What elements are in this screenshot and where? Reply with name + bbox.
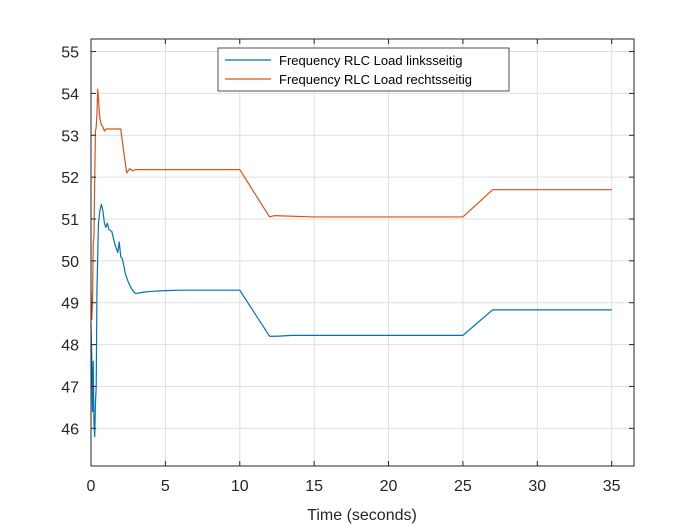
plot-frame xyxy=(90,38,635,467)
x-tick-label: 25 xyxy=(454,478,472,495)
series-line-rechtsseitig xyxy=(90,88,612,321)
legend-label-linksseitig: Frequency RLC Load linksseitig xyxy=(279,53,463,68)
x-tick-label: 35 xyxy=(603,478,621,495)
legend: Frequency RLC Load linksseitig Frequency… xyxy=(217,47,510,92)
y-tick-label: 49 xyxy=(61,296,79,313)
y-tick-label: 52 xyxy=(61,170,79,187)
x-tick-label: 10 xyxy=(231,478,249,495)
y-tick-label: 53 xyxy=(61,128,79,145)
series-line-linksseitig xyxy=(90,203,612,438)
plot-area xyxy=(91,39,634,466)
series-lines xyxy=(90,88,612,438)
x-tick-label: 5 xyxy=(161,478,170,495)
y-tick-label: 46 xyxy=(61,421,79,438)
y-tick-label: 54 xyxy=(61,86,79,103)
x-tick-label: 0 xyxy=(87,478,96,495)
y-tick-label: 55 xyxy=(61,45,79,62)
x-tick-label: 20 xyxy=(380,478,398,495)
legend-label-rechtsseitig: Frequency RLC Load rechtsseitig xyxy=(279,72,472,87)
y-tick-label: 51 xyxy=(61,212,79,229)
y-tick-label: 47 xyxy=(61,379,79,396)
x-tick-label: 15 xyxy=(305,478,323,495)
x-axis-title: Time (seconds) xyxy=(307,507,417,524)
legend-box xyxy=(217,47,510,92)
x-tick-label: 30 xyxy=(528,478,546,495)
y-tick-label: 48 xyxy=(61,338,79,355)
y-tick-label: 50 xyxy=(61,254,79,271)
axis-ticks: 0 5 10 15 20 25 30 35 46 47 48 49 50 51 52 53 54 55 xyxy=(61,39,634,495)
